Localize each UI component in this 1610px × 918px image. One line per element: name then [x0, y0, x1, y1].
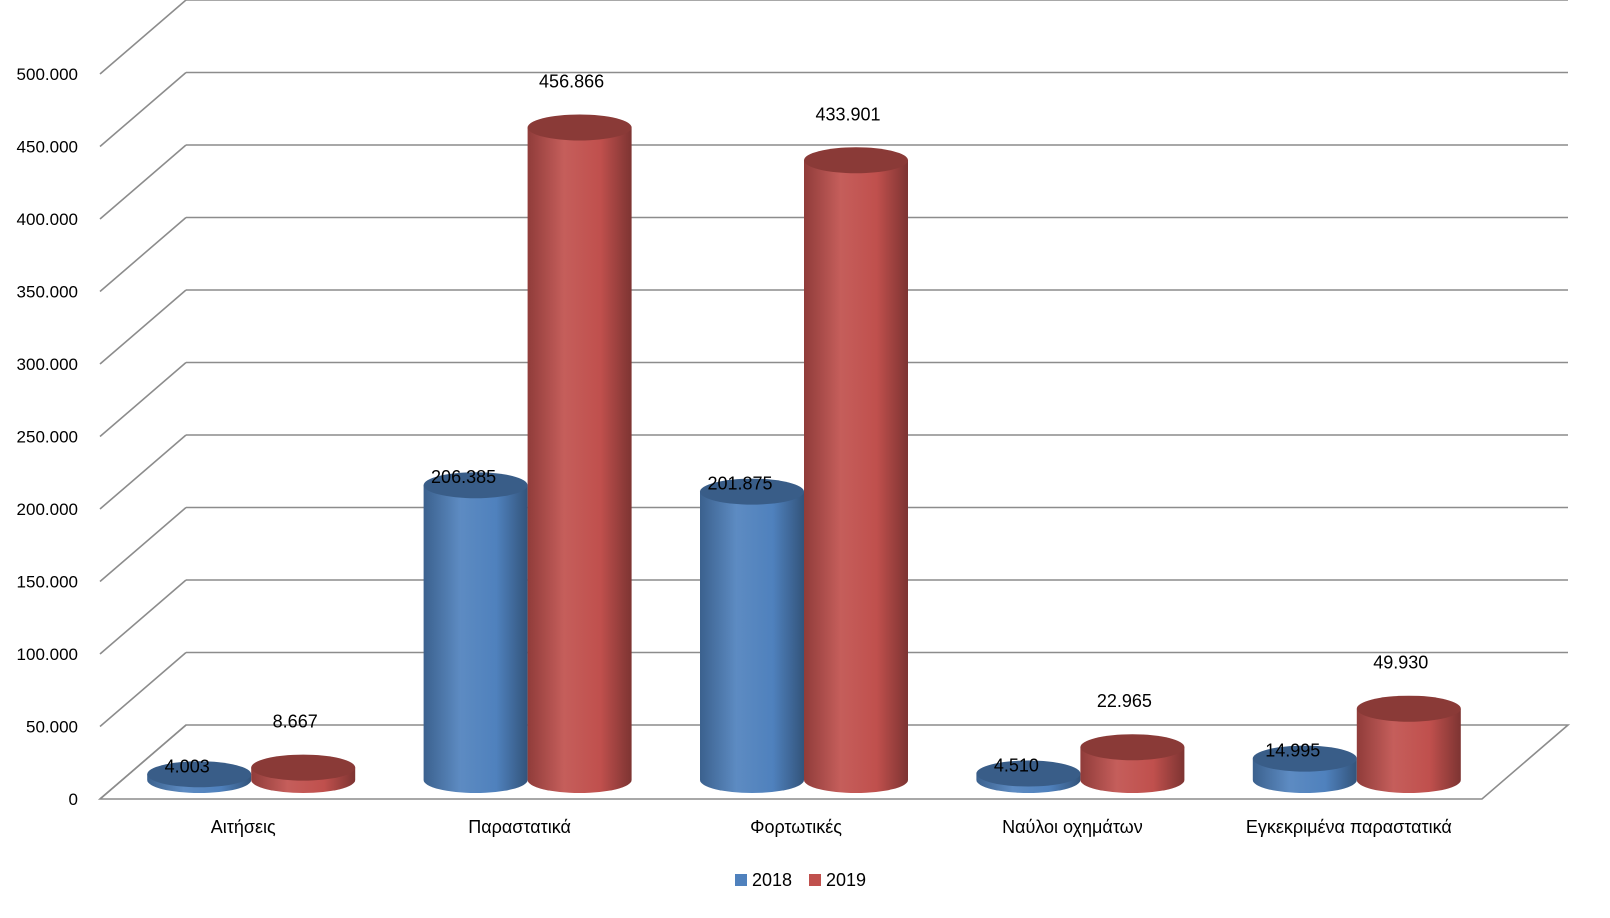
legend-swatch: [809, 874, 821, 886]
data-label: 201.875: [707, 474, 772, 494]
y-tick-label: 300.000: [17, 355, 78, 374]
gridline: [99, 71, 1568, 148]
x-tick-label: Φορτωτικές: [750, 817, 842, 837]
y-tick-label: 500.000: [17, 65, 78, 84]
x-tick-label: Αιτήσεις: [211, 817, 276, 837]
y-tick-label: 350.000: [17, 283, 78, 302]
y-tick-label: 450.000: [17, 138, 78, 157]
data-label: 433.901: [815, 104, 880, 124]
x-tick-label: Εγκεκριμένα παραστατικά: [1246, 817, 1452, 837]
y-tick-label: 100.000: [17, 645, 78, 664]
bar: [1080, 734, 1185, 794]
legend-item: 2018: [735, 870, 792, 890]
data-label: 14.995: [1265, 741, 1320, 761]
bar: [804, 147, 908, 793]
y-axis: 0 50.000 100.000 150.000 200.000 250.000 300.0…: [17, 65, 78, 809]
bar: [527, 114, 632, 794]
bar: [1252, 745, 1357, 794]
bar: [423, 472, 528, 793]
bars: [147, 114, 1461, 794]
data-label: 49.930: [1373, 653, 1428, 673]
legend-label: 2019: [826, 870, 866, 890]
data-label: 206.385: [431, 467, 496, 487]
bar: [976, 760, 1081, 794]
x-axis: Αιτήσεις Παραστατικά Φορτωτικές Ναύλοι οχημ…: [211, 817, 1452, 837]
data-label: 4.003: [165, 756, 210, 776]
bar: [147, 761, 252, 794]
data-label: 8.667: [273, 712, 318, 732]
y-tick-label: 50.000: [26, 718, 78, 737]
legend: 2018 2019: [735, 870, 866, 890]
gridline: [99, 144, 1568, 220]
y-tick-label: 250.000: [17, 428, 78, 447]
legend-item: 2019: [809, 870, 866, 890]
gridline: [99, 724, 187, 800]
data-labels: 4.003 8.667 206.385 456.866 201.875 433.901 4.…: [165, 71, 1429, 776]
legend-swatch: [735, 874, 747, 886]
y-tick-label: 400.000: [17, 210, 78, 229]
gridline: [99, 0, 1568, 75]
bar: [1356, 695, 1461, 794]
y-tick-label: 150.000: [17, 573, 78, 592]
data-label: 22.965: [1097, 691, 1152, 711]
data-label: 456.866: [539, 71, 604, 91]
bar: [251, 754, 356, 793]
legend-label: 2018: [752, 870, 792, 890]
bar: [700, 478, 804, 793]
x-tick-label: Παραστατικά: [468, 817, 571, 837]
y-tick-label: 0: [69, 790, 78, 809]
y-tick-label: 200.000: [17, 500, 78, 519]
x-tick-label: Ναύλοι οχημάτων: [1002, 817, 1143, 837]
data-label: 4.510: [994, 756, 1039, 776]
